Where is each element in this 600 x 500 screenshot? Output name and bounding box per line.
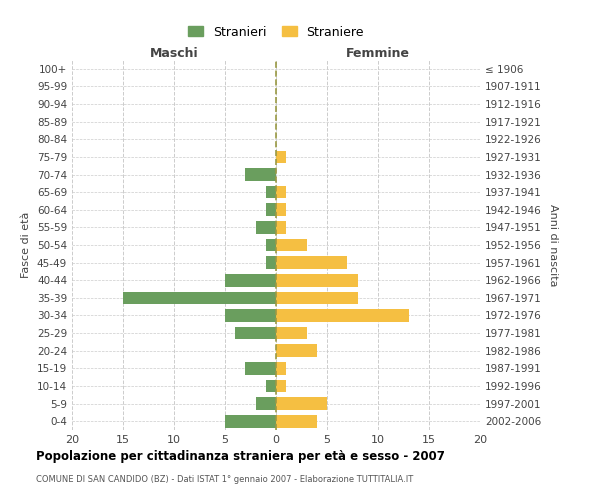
Bar — [276, 362, 286, 374]
Bar — [276, 238, 307, 252]
Bar — [276, 292, 358, 304]
Text: Maschi: Maschi — [149, 47, 199, 60]
Bar — [276, 309, 409, 322]
Bar — [276, 186, 286, 198]
Bar — [266, 380, 276, 392]
Y-axis label: Anni di nascita: Anni di nascita — [548, 204, 558, 286]
Bar — [266, 238, 276, 252]
Bar — [225, 309, 276, 322]
Bar — [225, 274, 276, 286]
Bar — [276, 150, 286, 163]
Bar — [266, 186, 276, 198]
Bar — [276, 344, 317, 357]
Text: Popolazione per cittadinanza straniera per età e sesso - 2007: Popolazione per cittadinanza straniera p… — [36, 450, 445, 463]
Bar — [123, 292, 276, 304]
Bar — [276, 415, 317, 428]
Bar — [276, 274, 358, 286]
Bar — [276, 204, 286, 216]
Bar — [245, 362, 276, 374]
Bar — [245, 168, 276, 181]
Bar — [276, 256, 347, 269]
Bar — [266, 204, 276, 216]
Bar — [276, 327, 307, 340]
Bar — [225, 415, 276, 428]
Y-axis label: Fasce di età: Fasce di età — [22, 212, 31, 278]
Bar — [276, 397, 327, 410]
Bar — [276, 380, 286, 392]
Text: Femmine: Femmine — [346, 47, 410, 60]
Legend: Stranieri, Straniere: Stranieri, Straniere — [184, 22, 368, 42]
Bar — [256, 221, 276, 234]
Bar — [276, 221, 286, 234]
Text: COMUNE DI SAN CANDIDO (BZ) - Dati ISTAT 1° gennaio 2007 - Elaborazione TUTTITALI: COMUNE DI SAN CANDIDO (BZ) - Dati ISTAT … — [36, 475, 413, 484]
Bar — [256, 397, 276, 410]
Bar — [266, 256, 276, 269]
Bar — [235, 327, 276, 340]
